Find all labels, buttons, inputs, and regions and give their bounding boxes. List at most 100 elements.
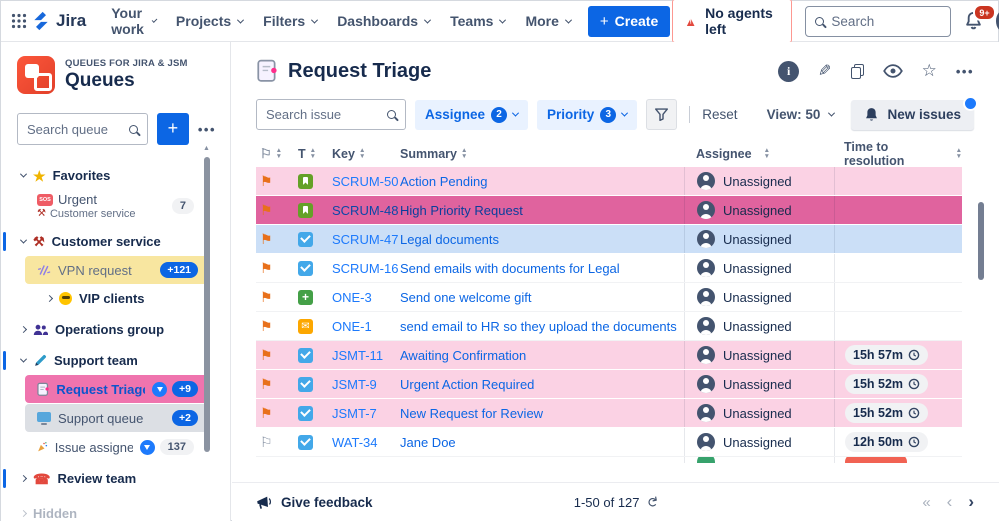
queue-search[interactable] xyxy=(17,113,148,145)
column-time-to-resolution[interactable]: Time to resolution xyxy=(834,140,962,168)
edit-pencil-icon[interactable] xyxy=(818,61,831,81)
nav-projects[interactable]: Projects xyxy=(167,6,252,36)
nav-teams[interactable]: Teams xyxy=(441,6,514,36)
issue-summary-link[interactable]: send email to HR so they upload the docu… xyxy=(400,318,677,334)
nav-filters[interactable]: Filters xyxy=(254,6,326,36)
flag-icon[interactable] xyxy=(260,318,273,334)
assignee-cell[interactable]: Unassigned xyxy=(684,341,834,369)
flag-icon[interactable] xyxy=(260,289,273,305)
queue-search-input[interactable] xyxy=(27,121,123,137)
issue-key-link[interactable]: SCRUM-16 xyxy=(332,260,399,276)
sidebar-item-urgent[interactable]: Urgent Customer service 7 xyxy=(25,190,204,222)
jira-logo[interactable]: Jira xyxy=(31,11,86,31)
scrollbar-thumb[interactable] xyxy=(978,202,984,280)
copy-icon[interactable] xyxy=(850,63,864,79)
sidebar-item-vpn-request[interactable]: VPN request +121 xyxy=(25,256,208,284)
scrollbar-thumb[interactable] xyxy=(204,157,210,452)
sidebar-scrollbar[interactable] xyxy=(203,145,211,521)
sidebar-item-issue-assignemer[interactable]: Issue assignemer 137 xyxy=(25,433,204,461)
page-more-icon[interactable] xyxy=(956,64,974,79)
column-key[interactable]: Key xyxy=(332,147,400,161)
add-queue-button[interactable] xyxy=(156,113,189,145)
new-issues-button[interactable]: New issues xyxy=(851,95,978,130)
assignee-cell[interactable]: Unassigned xyxy=(684,399,834,427)
sidebar-item-request-triage[interactable]: Request Triage +9 xyxy=(25,375,208,403)
table-scrollbar[interactable] xyxy=(977,154,985,513)
assignee-cell[interactable]: Unassigned xyxy=(684,428,834,456)
previous-page-button[interactable] xyxy=(947,492,953,512)
give-feedback-button[interactable]: Give feedback xyxy=(256,495,373,510)
assignee-cell[interactable]: Unassigned xyxy=(684,254,834,282)
issue-summary-link[interactable]: Jane Doe xyxy=(400,434,456,450)
table-row[interactable]: WAT-34 Jane Doe Unassigned 12h 50m xyxy=(256,428,962,457)
assignee-cell[interactable]: Unassigned xyxy=(684,312,834,340)
nav-dashboards[interactable]: Dashboards xyxy=(328,6,439,36)
nav-your-work[interactable]: Your work xyxy=(102,0,165,44)
assignee-filter-button[interactable]: Assignee 2 xyxy=(415,99,529,130)
issue-summary-link[interactable]: Urgent Action Required xyxy=(400,376,535,392)
assignee-cell[interactable]: Unassigned xyxy=(684,167,834,195)
table-row[interactable]: JSMT-9 Urgent Action Required Unassigned… xyxy=(256,370,962,399)
column-type[interactable]: T xyxy=(298,147,332,161)
issue-search-input[interactable] xyxy=(266,107,381,122)
column-flag[interactable] xyxy=(256,146,298,162)
table-row[interactable]: SCRUM-16 Send emails with documents for … xyxy=(256,254,962,283)
app-switcher-icon[interactable] xyxy=(11,8,27,34)
flag-icon[interactable] xyxy=(260,376,273,392)
table-row[interactable]: SCRUM-50 Action Pending Unassigned xyxy=(256,167,962,196)
flag-outline-icon[interactable] xyxy=(260,434,273,450)
issue-summary-link[interactable]: Legal documents xyxy=(400,231,500,247)
table-row[interactable]: SCRUM-47 Legal documents Unassigned xyxy=(256,225,962,254)
issue-key-link[interactable]: JSMT-11 xyxy=(332,347,384,363)
issue-search[interactable] xyxy=(256,99,406,130)
priority-filter-button[interactable]: Priority 3 xyxy=(537,99,638,130)
reset-filters-link[interactable]: Reset xyxy=(702,107,738,122)
issue-key-link[interactable]: SCRUM-47 xyxy=(332,231,399,247)
notifications-button[interactable]: 9+ xyxy=(964,4,997,31)
issue-summary-link[interactable]: High Priority Request xyxy=(400,202,523,218)
refresh-icon[interactable] xyxy=(647,495,659,509)
sidebar-section-review-team[interactable]: Review team xyxy=(3,465,204,492)
sidebar-more-icon[interactable] xyxy=(198,122,216,137)
flag-icon[interactable] xyxy=(260,260,273,276)
issue-key-link[interactable]: JSMT-9 xyxy=(332,376,377,392)
watch-eye-icon[interactable] xyxy=(882,64,903,78)
more-filters-button[interactable] xyxy=(646,99,678,130)
table-row[interactable]: SCRUM-48 High Priority Request Unassigne… xyxy=(256,196,962,225)
sidebar-item-vip-clients[interactable]: VIP clients xyxy=(35,285,204,312)
assignee-cell[interactable]: Unassigned xyxy=(684,283,834,311)
issue-key-link[interactable]: SCRUM-48 xyxy=(332,202,399,218)
issue-key-link[interactable]: ONE-1 xyxy=(332,318,372,334)
assignee-cell[interactable]: Unassigned xyxy=(684,225,834,253)
flag-icon[interactable] xyxy=(260,347,273,363)
flag-icon[interactable] xyxy=(260,231,273,247)
flag-icon[interactable] xyxy=(260,173,273,189)
sidebar-section-favorites[interactable]: Favorites xyxy=(9,162,204,189)
assignee-cell[interactable]: Unassigned xyxy=(684,196,834,224)
table-row[interactable]: ONE-1 send email to HR so they upload th… xyxy=(256,312,962,341)
assignee-cell[interactable]: Unassigned xyxy=(684,370,834,398)
sidebar-section-operations-group[interactable]: Operations group xyxy=(9,316,204,343)
issue-summary-link[interactable]: Awaiting Confirmation xyxy=(400,347,527,363)
global-search[interactable] xyxy=(805,5,951,37)
help-button[interactable] xyxy=(995,9,999,33)
nav-more[interactable]: More xyxy=(516,6,579,36)
create-button[interactable]: Create xyxy=(587,5,671,37)
issue-key-link[interactable]: JSMT-7 xyxy=(332,405,377,421)
first-page-button[interactable] xyxy=(922,494,930,511)
column-assignee[interactable]: Assignee xyxy=(684,147,834,161)
issue-summary-link[interactable]: Send emails with documents for Legal xyxy=(400,260,620,276)
favorite-star-icon[interactable] xyxy=(922,61,937,81)
table-row[interactable]: JSMT-7 New Request for Review Unassigned… xyxy=(256,399,962,428)
global-search-input[interactable] xyxy=(831,13,941,29)
info-button[interactable] xyxy=(778,60,800,82)
next-page-button[interactable] xyxy=(968,492,974,512)
view-count-select[interactable]: View: 50 xyxy=(767,107,836,122)
issue-summary-link[interactable]: Send one welcome gift xyxy=(400,289,532,305)
column-summary[interactable]: Summary xyxy=(400,147,684,161)
no-agents-warning-button[interactable]: No agents left xyxy=(672,0,793,43)
sidebar-section-customer-service[interactable]: Customer service xyxy=(3,228,204,255)
issue-summary-link[interactable]: Action Pending xyxy=(400,173,488,189)
issue-summary-link[interactable]: New Request for Review xyxy=(400,405,544,421)
flag-icon[interactable] xyxy=(260,202,273,218)
